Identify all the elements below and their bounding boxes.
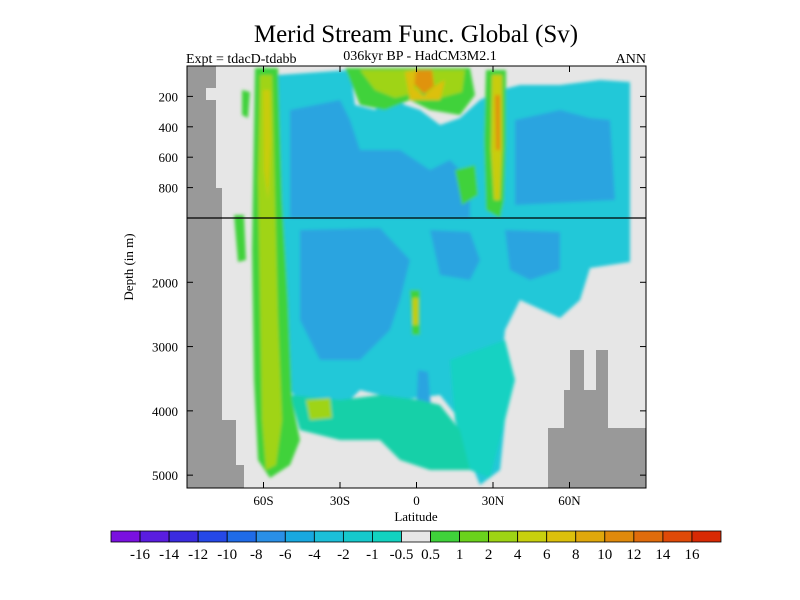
subtitle-center: 036kyr BP - HadCM3M2.1 bbox=[343, 49, 497, 64]
y-axis: 200 400 600 800 2000 3000 4000 5000 bbox=[152, 89, 646, 483]
colorbar-swatch bbox=[372, 530, 402, 543]
y-tick-label: 200 bbox=[159, 89, 179, 104]
colorbar-swatch bbox=[488, 530, 519, 543]
colorbar-label: 1 bbox=[456, 547, 464, 563]
colorbar-swatch bbox=[284, 530, 315, 543]
colorbar-swatch bbox=[168, 530, 199, 543]
colorbar-swatch bbox=[517, 530, 548, 543]
positive-deep-central bbox=[306, 398, 332, 420]
positive-west-patch bbox=[234, 215, 246, 262]
positive-column-north-peak bbox=[495, 95, 500, 150]
y-axis-label: Depth (in m) bbox=[121, 233, 136, 300]
colorbar-swatch bbox=[604, 530, 635, 543]
colorbar-swatch bbox=[662, 530, 693, 543]
colorbar-label: 12 bbox=[626, 547, 641, 563]
x-tick-label: 60N bbox=[558, 493, 581, 508]
y-tick-label: 400 bbox=[159, 120, 179, 135]
positive-column-south-peak bbox=[263, 90, 271, 200]
colorbar-swatch bbox=[313, 530, 344, 543]
colorbar-label: 16 bbox=[684, 547, 700, 563]
colorbar-swatch bbox=[691, 530, 722, 543]
colorbar-label: 4 bbox=[514, 547, 522, 563]
colorbar-swatch bbox=[226, 530, 257, 543]
y-tick-label: 2000 bbox=[152, 275, 178, 290]
positive-mid-north bbox=[455, 165, 478, 205]
colorbar-swatch bbox=[342, 530, 373, 543]
deep-cyan-right bbox=[450, 340, 515, 478]
positive-column-south-core bbox=[258, 75, 282, 470]
colorbar-swatch bbox=[401, 530, 431, 543]
y-tick-label: 5000 bbox=[152, 468, 178, 483]
y-tick-label: 3000 bbox=[152, 340, 178, 355]
weak-negative-deep bbox=[290, 395, 470, 470]
colorbar-label: 14 bbox=[655, 547, 671, 563]
colorbar-label: -12 bbox=[188, 547, 208, 563]
colorbar-label: -2 bbox=[337, 547, 350, 563]
contour-fill bbox=[234, 68, 630, 485]
y-tick-label: 4000 bbox=[152, 404, 178, 419]
colorbar-label: 2 bbox=[485, 547, 493, 563]
blue-core-lower bbox=[300, 228, 410, 360]
positive-equator-deep-core bbox=[413, 298, 418, 325]
blue-core-lower-3 bbox=[505, 230, 560, 280]
x-tick-label: 30N bbox=[482, 493, 505, 508]
x-tick-label: 0 bbox=[413, 493, 420, 508]
land-arctic bbox=[548, 350, 646, 488]
y-tick-label: 800 bbox=[159, 181, 179, 196]
colorbar-label: 8 bbox=[572, 547, 580, 563]
y-tick-label: 600 bbox=[159, 150, 179, 165]
colorbar-label: -8 bbox=[250, 547, 263, 563]
colorbar-swatch bbox=[546, 530, 577, 543]
colorbar-swatch bbox=[633, 530, 664, 543]
x-axis-label: Latitude bbox=[394, 509, 438, 524]
colorbar-label: 0.5 bbox=[421, 547, 440, 563]
colorbar-label: -1 bbox=[366, 547, 379, 563]
blue-core-upper-2 bbox=[515, 110, 615, 205]
colorbar-label: -4 bbox=[308, 547, 321, 563]
colorbar-swatch bbox=[110, 530, 141, 543]
blue-core-upper bbox=[290, 100, 470, 218]
colorbar-swatch bbox=[197, 530, 228, 543]
colorbar-swatch bbox=[575, 530, 606, 543]
plot-area bbox=[187, 66, 646, 488]
colorbar-label: -6 bbox=[279, 547, 292, 563]
colorbar-label: -10 bbox=[217, 547, 237, 563]
colorbar-label: -14 bbox=[159, 547, 179, 563]
colorbar-label: 10 bbox=[597, 547, 612, 563]
x-tick-label: 30S bbox=[330, 493, 350, 508]
positive-surface-peak-ring bbox=[405, 70, 445, 100]
positive-surface-peak bbox=[414, 70, 434, 94]
subtitle-right: ANN bbox=[616, 52, 646, 67]
land-antarctica bbox=[187, 66, 244, 488]
colorbar-label: -16 bbox=[130, 547, 150, 563]
colorbar: -16 -14 -12 -10 -8 -6 -4 -2 -1 -0.5 0.5 1 2 4 6 8 10 12 14… bbox=[110, 530, 722, 563]
subtitle-left: Expt = tdacD-tdabb bbox=[186, 52, 297, 67]
chart-title: Merid Stream Func. Global (Sv) bbox=[254, 21, 578, 48]
colorbar-label: -0.5 bbox=[390, 547, 414, 563]
colorbar-swatch bbox=[255, 530, 286, 543]
positive-west-patch-2 bbox=[242, 90, 250, 118]
colorbar-swatch bbox=[459, 530, 490, 543]
colorbar-label: 6 bbox=[543, 547, 551, 563]
colorbar-swatch bbox=[139, 530, 170, 543]
blue-core-lower-2 bbox=[430, 230, 480, 280]
x-tick-label: 60S bbox=[253, 493, 273, 508]
colorbar-swatch bbox=[430, 530, 460, 543]
x-axis: 60S 30S 0 30N 60N bbox=[253, 66, 581, 508]
